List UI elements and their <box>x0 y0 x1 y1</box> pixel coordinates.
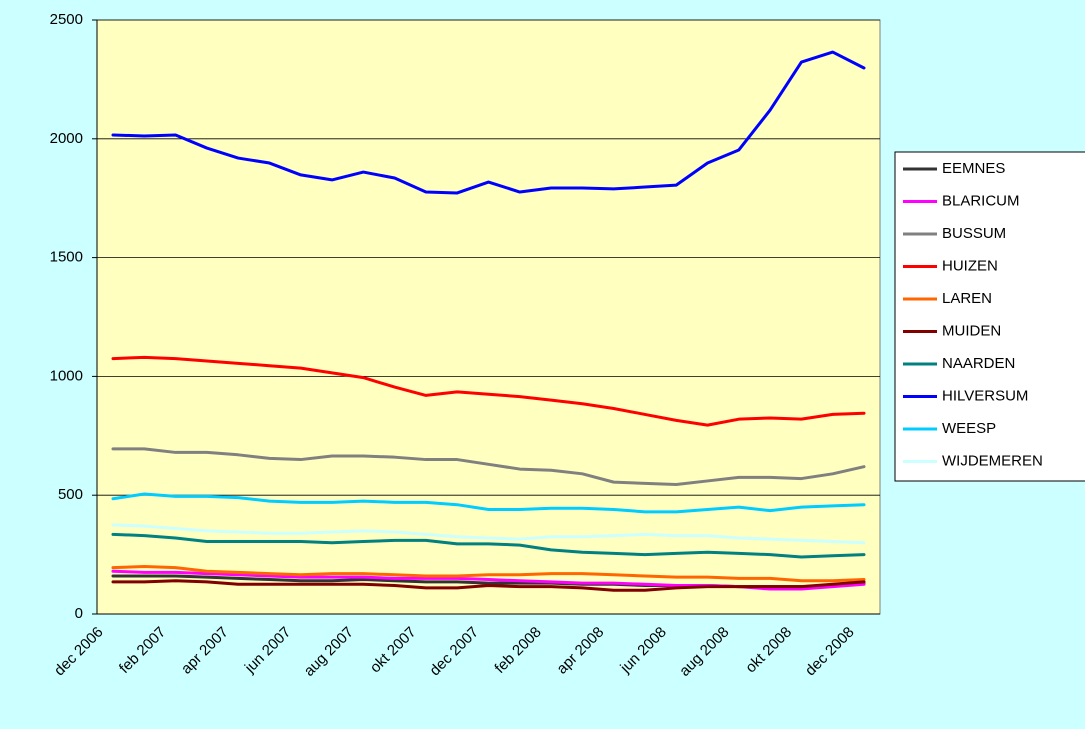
x-tick-label: jun 2007 <box>241 624 294 677</box>
x-tick-label: apr 2008 <box>553 624 607 678</box>
legend-label: LAREN <box>942 290 992 307</box>
y-tick-label: 2000 <box>50 130 83 147</box>
series-line <box>111 492 866 514</box>
y-tick-label: 0 <box>75 605 83 622</box>
series-line <box>111 50 866 195</box>
y-tick-label: 2500 <box>50 11 83 28</box>
series-line <box>111 523 866 545</box>
series-line <box>111 532 866 559</box>
legend-label: BLARICUM <box>942 192 1020 209</box>
x-tick-label: apr 2007 <box>178 624 232 678</box>
y-tick-label: 1000 <box>50 367 83 384</box>
series-line <box>111 447 866 487</box>
x-tick-label: okt 2008 <box>742 624 795 677</box>
x-tick-label: jun 2008 <box>616 624 669 677</box>
legend-label: HILVERSUM <box>942 387 1028 404</box>
legend-label: BUSSUM <box>942 225 1006 242</box>
series-line <box>111 579 866 592</box>
y-tick-label: 500 <box>58 486 83 503</box>
legend: EEMNES BLARICUM BUSSUM HUIZEN LAREN MUIDEN NAA… <box>894 151 1085 482</box>
x-tick-label: dec 2008 <box>802 624 858 680</box>
legend-label: NAARDEN <box>942 355 1015 372</box>
x-tick-label: dec 2006 <box>51 624 107 680</box>
series-line <box>111 355 866 427</box>
x-tick-label: feb 2008 <box>491 624 544 677</box>
series-line <box>111 564 866 583</box>
legend-label: WIJDEMEREN <box>942 452 1043 469</box>
legend-label: HUIZEN <box>942 257 998 274</box>
x-tick-label: dec 2007 <box>426 624 482 680</box>
legend-label: MUIDEN <box>942 322 1001 339</box>
legend-box <box>894 151 1085 482</box>
legend-label: EEMNES <box>942 160 1005 177</box>
x-tick-label: feb 2007 <box>116 624 169 677</box>
y-tick-label: 1500 <box>50 249 83 266</box>
x-tick-label: okt 2007 <box>367 624 420 677</box>
x-tick-label: aug 2007 <box>301 624 357 680</box>
legend-label: WEESP <box>942 420 996 437</box>
plot-area <box>96 19 881 615</box>
x-tick-label: aug 2008 <box>676 624 732 680</box>
